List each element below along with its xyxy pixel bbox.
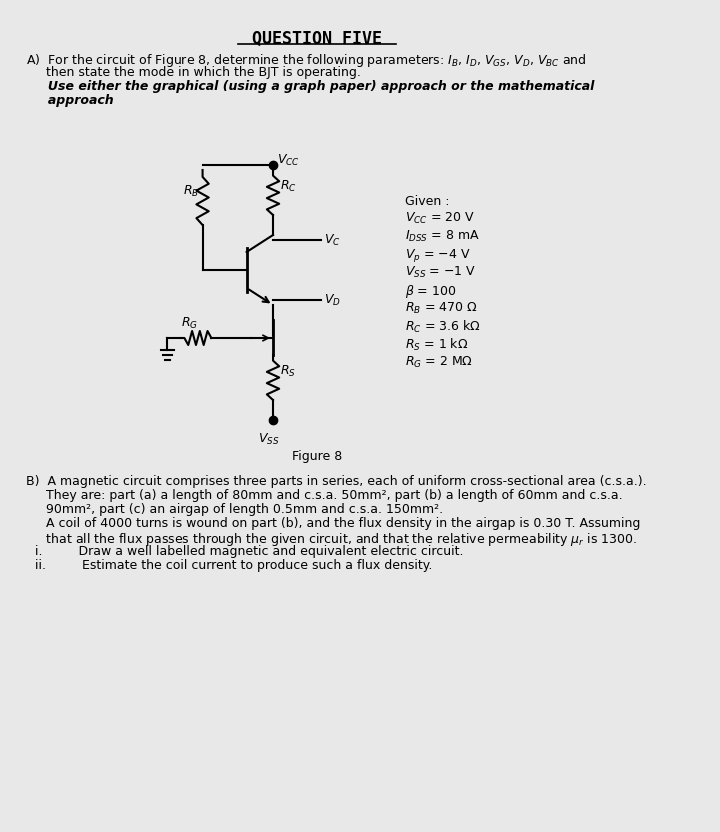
Text: $V_C$: $V_C$ <box>324 232 341 248</box>
Text: $V_p$ = −4 V: $V_p$ = −4 V <box>405 247 471 264</box>
Text: Use either the graphical (using a graph paper) approach or the mathematical: Use either the graphical (using a graph … <box>27 80 595 93</box>
Text: $\beta$ = 100: $\beta$ = 100 <box>405 283 456 300</box>
Text: B)  A magnetic circuit comprises three parts in series, each of uniform cross-se: B) A magnetic circuit comprises three pa… <box>27 475 647 488</box>
Text: $R_C$ = 3.6 kΩ: $R_C$ = 3.6 kΩ <box>405 319 481 335</box>
Text: then state the mode in which the BJT is operating.: then state the mode in which the BJT is … <box>27 66 361 79</box>
Text: $R_S$: $R_S$ <box>280 364 296 379</box>
Text: $V_{SS}$ = −1 V: $V_{SS}$ = −1 V <box>405 265 477 280</box>
Text: $V_{CC}$: $V_{CC}$ <box>277 153 300 168</box>
Text: $R_S$ = 1 kΩ: $R_S$ = 1 kΩ <box>405 337 469 353</box>
Text: 90mm², part (c) an airgap of length 0.5mm and c.s.a. 150mm².: 90mm², part (c) an airgap of length 0.5m… <box>27 503 444 516</box>
Text: $V_D$: $V_D$ <box>324 293 341 308</box>
Text: A coil of 4000 turns is wound on part (b), and the flux density in the airgap is: A coil of 4000 turns is wound on part (b… <box>27 517 641 530</box>
Text: that all the flux passes through the given circuit, and that the relative permea: that all the flux passes through the giv… <box>27 531 637 548</box>
Text: Given :: Given : <box>405 195 449 208</box>
Text: i.         Draw a well labelled magnetic and equivalent electric circuit.: i. Draw a well labelled magnetic and equ… <box>35 545 464 558</box>
Text: $R_B$ = 470 Ω: $R_B$ = 470 Ω <box>405 301 477 316</box>
Text: $R_G$: $R_G$ <box>181 316 197 331</box>
Text: $V_{SS}$: $V_{SS}$ <box>258 432 279 447</box>
Text: ii.         Estimate the coil current to produce such a flux density.: ii. Estimate the coil current to produce… <box>35 559 433 572</box>
Text: $R_C$: $R_C$ <box>280 179 297 194</box>
Text: Figure 8: Figure 8 <box>292 450 342 463</box>
Text: $R_G$ = 2 MΩ: $R_G$ = 2 MΩ <box>405 355 473 370</box>
Text: approach: approach <box>27 94 114 107</box>
Text: A)  For the circuit of Figure 8, determine the following parameters: $I_B$, $I_D: A) For the circuit of Figure 8, determin… <box>27 52 587 69</box>
Text: They are: part (a) a length of 80mm and c.s.a. 50mm², part (b) a length of 60mm : They are: part (a) a length of 80mm and … <box>27 489 623 502</box>
Text: QUESTION FIVE: QUESTION FIVE <box>252 30 382 48</box>
Text: $I_{DSS}$ = 8 mA: $I_{DSS}$ = 8 mA <box>405 229 480 244</box>
Text: $V_{CC}$ = 20 V: $V_{CC}$ = 20 V <box>405 211 475 226</box>
Text: $R_B$: $R_B$ <box>183 184 199 199</box>
